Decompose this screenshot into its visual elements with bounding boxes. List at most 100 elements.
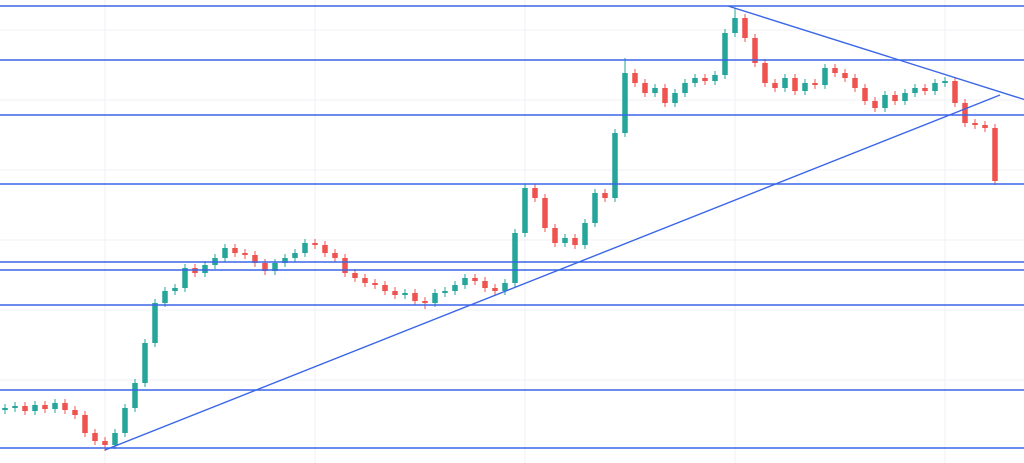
candle-body: [32, 405, 38, 411]
candle-body: [612, 133, 618, 198]
candle-body: [572, 238, 578, 245]
candle-body: [492, 288, 498, 291]
candle-body: [672, 93, 678, 103]
candle-body: [642, 83, 648, 93]
candle-body: [372, 283, 378, 285]
candle-body: [502, 283, 508, 291]
candle-body: [802, 83, 808, 91]
candle-body: [852, 78, 858, 88]
candle-body: [122, 408, 128, 433]
candle-body: [222, 248, 228, 258]
candle-body: [732, 18, 738, 33]
candle-body: [142, 343, 148, 383]
candle-body: [442, 291, 448, 293]
candle-body: [982, 125, 988, 128]
candle-body: [652, 88, 658, 93]
candle-body: [542, 198, 548, 228]
candle-body: [162, 291, 168, 303]
candle-body: [592, 193, 598, 223]
candle-body: [892, 95, 898, 101]
candle-body: [112, 433, 118, 445]
candle-body: [482, 281, 488, 288]
candle-body: [632, 73, 638, 83]
candle-body: [942, 81, 948, 83]
candle-body: [862, 88, 868, 101]
trend-line: [104, 94, 1001, 451]
candle-body: [242, 253, 248, 255]
candle-body: [702, 78, 708, 81]
candle-body: [912, 88, 918, 93]
candle-body: [772, 83, 778, 88]
candle-body: [872, 101, 878, 108]
candle-body: [252, 255, 258, 263]
candle-body: [962, 103, 968, 123]
candle-body: [392, 291, 398, 295]
candle-body: [682, 83, 688, 93]
candle-body: [812, 83, 818, 85]
candle-body: [722, 33, 728, 75]
candle-body: [152, 303, 158, 343]
candle-body: [332, 253, 338, 258]
candle-body: [12, 406, 18, 408]
candle-body: [402, 293, 408, 295]
candle-body: [552, 228, 558, 243]
candle-body: [472, 278, 478, 281]
candle-body: [792, 78, 798, 91]
candle-body: [842, 73, 848, 78]
candle-body: [292, 253, 298, 258]
candle-body: [522, 188, 528, 233]
candle-body: [262, 263, 268, 271]
candle-body: [432, 293, 438, 303]
candle-body: [742, 18, 748, 38]
candle-body: [302, 243, 308, 253]
candle-body: [312, 243, 318, 245]
candle-body: [422, 301, 428, 303]
candle-body: [692, 78, 698, 83]
candle-body: [782, 78, 788, 88]
candle-body: [102, 441, 108, 445]
trend-line: [727, 5, 1024, 101]
candle-body: [272, 263, 278, 271]
candle-body: [902, 93, 908, 101]
candle-body: [752, 38, 758, 63]
candle-body: [132, 383, 138, 408]
candle-body: [992, 128, 998, 181]
candle-body: [882, 95, 888, 108]
candle-body: [832, 68, 838, 73]
candle-body: [662, 88, 668, 103]
candle-body: [922, 88, 928, 91]
candle-body: [822, 68, 828, 85]
candle-body: [932, 83, 938, 91]
candle-body: [52, 403, 58, 409]
candle-body: [462, 278, 468, 285]
candle-body: [762, 63, 768, 83]
candle-body: [172, 288, 178, 291]
candle-body: [562, 238, 568, 243]
candle-body: [282, 258, 288, 263]
candle-body: [182, 268, 188, 288]
candle-body: [232, 248, 238, 253]
candle-body: [202, 265, 208, 273]
candle-body: [92, 433, 98, 441]
candle-body: [622, 73, 628, 133]
candle-body: [452, 285, 458, 291]
candle-body: [972, 123, 978, 125]
candle-body: [22, 406, 28, 411]
candle-body: [532, 188, 538, 198]
candle-body: [362, 278, 368, 283]
candle-body: [602, 193, 608, 198]
candle-body: [62, 403, 68, 410]
candle-body: [72, 410, 78, 415]
candle-body: [342, 258, 348, 273]
candle-body: [582, 223, 588, 245]
candle-body: [322, 245, 328, 253]
candle-body: [712, 75, 718, 81]
candle-body: [952, 81, 958, 103]
candle-body: [82, 415, 88, 433]
candle-body: [2, 408, 8, 410]
candle-body: [412, 293, 418, 301]
candle-body: [512, 233, 518, 283]
candle-body: [352, 273, 358, 278]
